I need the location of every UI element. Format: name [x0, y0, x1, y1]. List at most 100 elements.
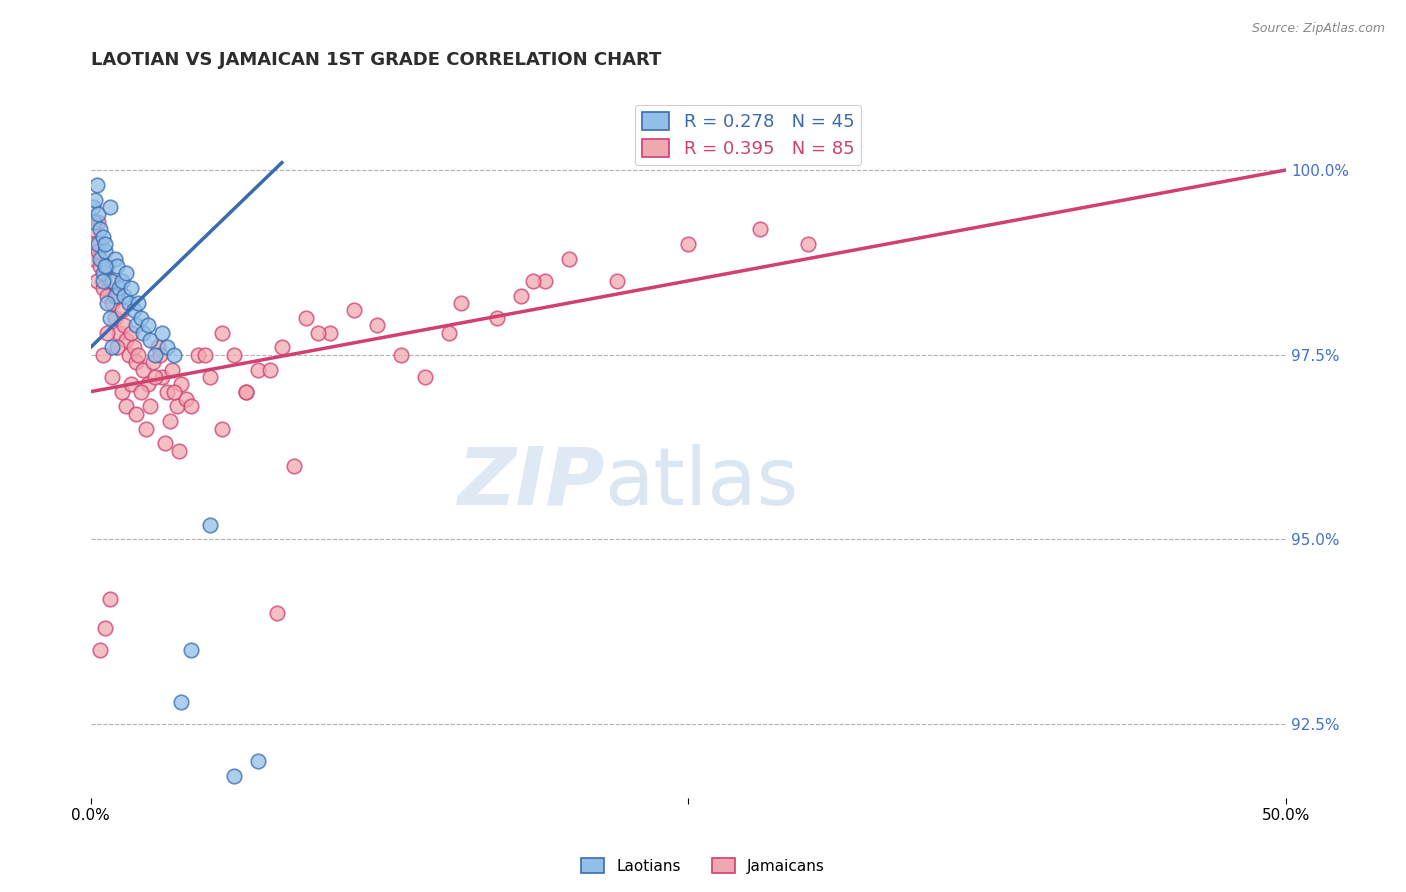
- Point: [83, 252, 105, 266]
- Point: [87, 215, 110, 229]
- Point: [125, 355, 148, 369]
- Point: [211, 326, 233, 340]
- Point: [105, 288, 128, 302]
- Point: [118, 348, 141, 362]
- Point: [108, 281, 131, 295]
- Text: Source: ZipAtlas.com: Source: ZipAtlas.com: [1251, 22, 1385, 36]
- Point: [132, 326, 155, 340]
- Text: ZIP: ZIP: [457, 443, 605, 522]
- Point: [91, 274, 114, 288]
- Point: [125, 407, 148, 421]
- Point: [558, 252, 581, 266]
- Point: [187, 348, 209, 362]
- Point: [115, 267, 138, 281]
- Point: [87, 207, 110, 221]
- Point: [150, 326, 173, 340]
- Point: [101, 296, 124, 310]
- Point: [89, 222, 111, 236]
- Point: [439, 326, 461, 340]
- Text: LAOTIAN VS JAMAICAN 1ST GRADE CORRELATION CHART: LAOTIAN VS JAMAICAN 1ST GRADE CORRELATIO…: [90, 51, 661, 69]
- Point: [89, 643, 111, 657]
- Point: [167, 443, 190, 458]
- Point: [91, 281, 114, 295]
- Point: [160, 362, 183, 376]
- Point: [98, 274, 121, 288]
- Point: [153, 436, 176, 450]
- Point: [98, 591, 121, 606]
- Point: [150, 370, 173, 384]
- Point: [163, 348, 186, 362]
- Point: [143, 370, 166, 384]
- Point: [342, 303, 364, 318]
- Point: [105, 340, 128, 354]
- Point: [283, 458, 305, 473]
- Point: [235, 384, 257, 399]
- Point: [486, 310, 509, 325]
- Point: [82, 222, 104, 236]
- Point: [115, 333, 138, 347]
- Point: [91, 267, 114, 281]
- Point: [122, 303, 145, 318]
- Point: [89, 252, 111, 266]
- Point: [389, 348, 412, 362]
- Point: [143, 348, 166, 362]
- Point: [89, 259, 111, 273]
- Point: [98, 310, 121, 325]
- Point: [94, 236, 117, 251]
- Point: [94, 621, 117, 635]
- Point: [82, 200, 104, 214]
- Point: [94, 267, 117, 281]
- Point: [156, 384, 179, 399]
- Legend: R = 0.278   N = 45, R = 0.395   N = 85: R = 0.278 N = 45, R = 0.395 N = 85: [634, 104, 862, 165]
- Point: [170, 695, 193, 709]
- Point: [259, 362, 281, 376]
- Legend: Laotians, Jamaicans: Laotians, Jamaicans: [575, 852, 831, 880]
- Point: [139, 333, 162, 347]
- Point: [156, 340, 179, 354]
- Point: [94, 259, 117, 273]
- Point: [180, 643, 202, 657]
- Point: [111, 303, 134, 318]
- Point: [534, 274, 557, 288]
- Point: [129, 384, 152, 399]
- Point: [101, 340, 124, 354]
- Point: [96, 296, 118, 310]
- Point: [413, 370, 436, 384]
- Point: [91, 229, 114, 244]
- Point: [136, 377, 159, 392]
- Point: [120, 281, 142, 295]
- Point: [94, 244, 117, 259]
- Text: atlas: atlas: [605, 443, 799, 522]
- Point: [307, 326, 329, 340]
- Point: [103, 252, 125, 266]
- Point: [797, 236, 820, 251]
- Point: [84, 193, 107, 207]
- Point: [86, 274, 108, 288]
- Point: [749, 222, 772, 236]
- Point: [146, 340, 169, 354]
- Point: [166, 400, 188, 414]
- Point: [266, 607, 288, 621]
- Point: [96, 259, 118, 273]
- Point: [98, 200, 121, 214]
- Point: [678, 236, 700, 251]
- Point: [174, 392, 197, 406]
- Point: [211, 422, 233, 436]
- Point: [246, 362, 269, 376]
- Point: [103, 310, 125, 325]
- Point: [510, 288, 533, 302]
- Point: [112, 318, 135, 333]
- Point: [366, 318, 388, 333]
- Point: [84, 236, 107, 251]
- Point: [606, 274, 628, 288]
- Point: [118, 296, 141, 310]
- Point: [87, 244, 110, 259]
- Point: [170, 377, 193, 392]
- Point: [96, 288, 118, 302]
- Point: [222, 348, 245, 362]
- Point: [235, 384, 257, 399]
- Point: [115, 400, 138, 414]
- Point: [86, 178, 108, 192]
- Point: [122, 340, 145, 354]
- Point: [142, 355, 165, 369]
